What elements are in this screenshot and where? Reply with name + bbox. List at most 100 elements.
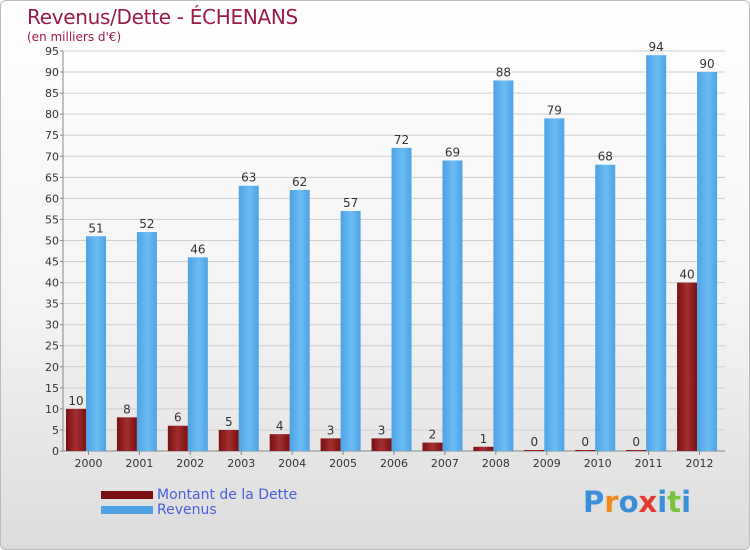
x-tick-label: 2010 bbox=[584, 457, 612, 470]
data-label-debt: 40 bbox=[679, 268, 694, 282]
x-tick-label: 2008 bbox=[482, 457, 510, 470]
bar-revenue bbox=[391, 147, 412, 451]
data-label-revenue: 68 bbox=[598, 150, 613, 164]
x-tick-label: 2001 bbox=[125, 457, 153, 470]
bar-debt bbox=[524, 450, 545, 451]
y-tick-label: 10 bbox=[45, 403, 59, 416]
y-tick-label: 95 bbox=[45, 45, 59, 58]
logo-letter: r bbox=[604, 485, 619, 519]
legend-swatch-debt bbox=[101, 490, 153, 499]
data-label-debt: 8 bbox=[123, 402, 131, 416]
data-label-revenue: 90 bbox=[699, 57, 714, 71]
bar-revenue bbox=[697, 72, 718, 451]
y-tick-label: 20 bbox=[45, 361, 59, 374]
y-tick-label: 50 bbox=[45, 234, 59, 247]
legend-item-debt: Montant de la Dette bbox=[101, 487, 297, 503]
data-label-revenue: 72 bbox=[394, 133, 409, 147]
bar-debt bbox=[320, 438, 341, 451]
y-tick-label: 15 bbox=[45, 382, 59, 395]
bar-revenue bbox=[544, 118, 565, 452]
y-tick-label: 65 bbox=[45, 171, 59, 184]
bar-revenue bbox=[340, 211, 361, 451]
bar-debt bbox=[371, 438, 392, 451]
bar-revenue bbox=[238, 185, 259, 451]
bar-debt bbox=[626, 450, 647, 451]
y-tick-label: 35 bbox=[45, 298, 59, 311]
x-tick-label: 2009 bbox=[533, 457, 561, 470]
data-label-revenue: 63 bbox=[241, 171, 256, 185]
y-tick-label: 45 bbox=[45, 256, 59, 269]
data-label-revenue: 69 bbox=[445, 145, 460, 159]
proxiti-logo: Proxiti bbox=[583, 485, 691, 519]
data-label-debt: 3 bbox=[327, 423, 335, 437]
data-label-debt: 5 bbox=[225, 415, 233, 429]
bar-debt bbox=[66, 408, 86, 451]
y-tick-label: 5 bbox=[52, 424, 59, 437]
bar-debt bbox=[218, 429, 239, 451]
data-label-revenue: 62 bbox=[292, 175, 307, 189]
x-tick-label: 2011 bbox=[635, 457, 663, 470]
logo-letter: o bbox=[618, 485, 639, 519]
data-label-revenue: 94 bbox=[649, 40, 664, 54]
data-label-debt: 6 bbox=[174, 411, 182, 425]
bar-debt bbox=[677, 282, 698, 451]
y-tick-label: 60 bbox=[45, 192, 59, 205]
data-label-revenue: 88 bbox=[496, 65, 511, 79]
x-tick-label: 2012 bbox=[686, 457, 714, 470]
legend-label-revenue: Revenus bbox=[157, 501, 217, 518]
data-label-debt: 0 bbox=[530, 435, 538, 449]
bar-debt bbox=[116, 417, 137, 451]
y-tick-label: 75 bbox=[45, 129, 59, 142]
data-label-revenue: 79 bbox=[547, 103, 562, 117]
bar-revenue bbox=[442, 160, 463, 451]
data-label-debt: 0 bbox=[581, 435, 589, 449]
logo-letter: t bbox=[667, 485, 682, 519]
x-tick-label: 2005 bbox=[329, 457, 357, 470]
data-label-revenue: 52 bbox=[139, 217, 154, 231]
bar-debt bbox=[473, 446, 494, 451]
x-tick-label: 2002 bbox=[176, 457, 204, 470]
data-label-debt: 3 bbox=[378, 423, 386, 437]
y-tick-label: 85 bbox=[45, 87, 59, 100]
x-tick-label: 2003 bbox=[227, 457, 255, 470]
x-tick-label: 2007 bbox=[431, 457, 459, 470]
x-tick-label: 2004 bbox=[278, 457, 306, 470]
y-tick-label: 80 bbox=[45, 108, 59, 121]
logo-letter: P bbox=[583, 485, 605, 519]
y-tick-label: 30 bbox=[45, 319, 59, 332]
y-tick-label: 70 bbox=[45, 150, 59, 163]
bar-debt bbox=[575, 450, 596, 451]
y-tick-label: 90 bbox=[45, 66, 59, 79]
chart-title: Revenus/Dette - ÉCHENANS bbox=[27, 5, 298, 29]
data-label-revenue: 46 bbox=[190, 242, 205, 256]
bar-revenue bbox=[493, 80, 514, 451]
data-label-debt: 1 bbox=[480, 432, 488, 446]
chart-legend: Montant de la Dette Revenus bbox=[101, 487, 297, 518]
y-tick-label: 0 bbox=[52, 445, 59, 458]
logo-letter: i bbox=[657, 485, 668, 519]
x-tick-label: 2006 bbox=[380, 457, 408, 470]
bar-revenue bbox=[187, 257, 208, 451]
y-tick-label: 55 bbox=[45, 213, 59, 226]
bar-revenue bbox=[289, 189, 310, 451]
bar-debt bbox=[167, 425, 188, 451]
bar-revenue bbox=[595, 164, 616, 451]
x-tick-label: 2000 bbox=[74, 457, 102, 470]
chart-subtitle: (en milliers d'€) bbox=[27, 30, 122, 44]
data-label-debt: 0 bbox=[632, 435, 640, 449]
data-label-revenue: 57 bbox=[343, 196, 358, 210]
data-label-debt: 10 bbox=[68, 394, 83, 408]
logo-letter: x bbox=[638, 485, 658, 519]
bar-revenue bbox=[86, 236, 106, 451]
legend-swatch-revenue bbox=[101, 505, 153, 514]
bar-debt bbox=[269, 434, 290, 451]
data-label-revenue: 51 bbox=[88, 221, 103, 235]
bar-revenue bbox=[646, 55, 667, 452]
legend-item-revenue: Revenus bbox=[101, 501, 297, 518]
y-tick-label: 40 bbox=[45, 277, 59, 290]
bar-debt bbox=[422, 442, 443, 451]
bar-revenue bbox=[136, 232, 157, 451]
y-tick-label: 25 bbox=[45, 340, 59, 353]
